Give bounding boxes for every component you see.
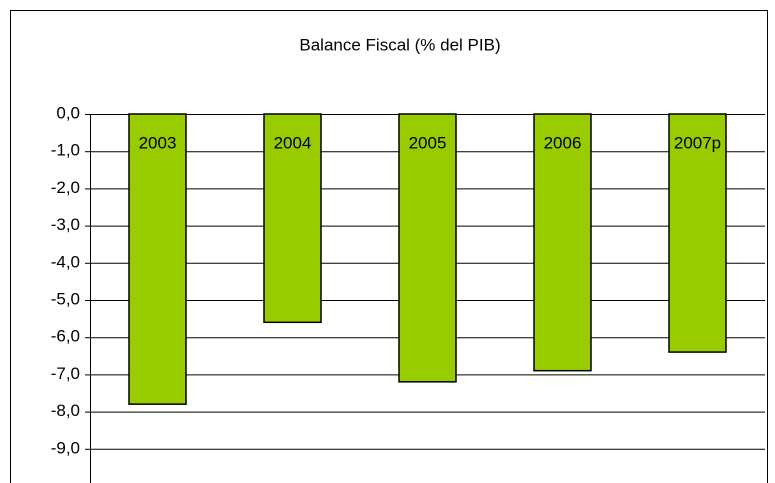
bar	[128, 113, 187, 405]
bar	[398, 113, 457, 383]
x-tick-label: 2005	[409, 133, 447, 152]
y-tick-label: -9,0	[51, 438, 80, 457]
bar	[263, 113, 322, 324]
y-tick-label: -5,0	[51, 289, 80, 308]
y-tick-label: -4,0	[51, 252, 80, 271]
y-tick-label: -6,0	[51, 327, 80, 346]
chart-title: Balance Fiscal (% del PIB)	[299, 35, 500, 54]
y-tick-label: -7,0	[51, 364, 80, 383]
x-tick-label: 2006	[544, 133, 582, 152]
x-tick-label: 2004	[274, 133, 312, 152]
x-tick-label: 2003	[139, 133, 177, 152]
y-tick-label: -1,0	[51, 141, 80, 160]
y-tick-label: -3,0	[51, 215, 80, 234]
x-tick-label: 2007p	[674, 133, 721, 152]
y-tick-label: -8,0	[51, 401, 80, 420]
y-tick-label: 0,0	[56, 103, 80, 122]
bar	[668, 113, 727, 353]
y-tick-label: -2,0	[51, 178, 80, 197]
bar	[533, 113, 592, 372]
